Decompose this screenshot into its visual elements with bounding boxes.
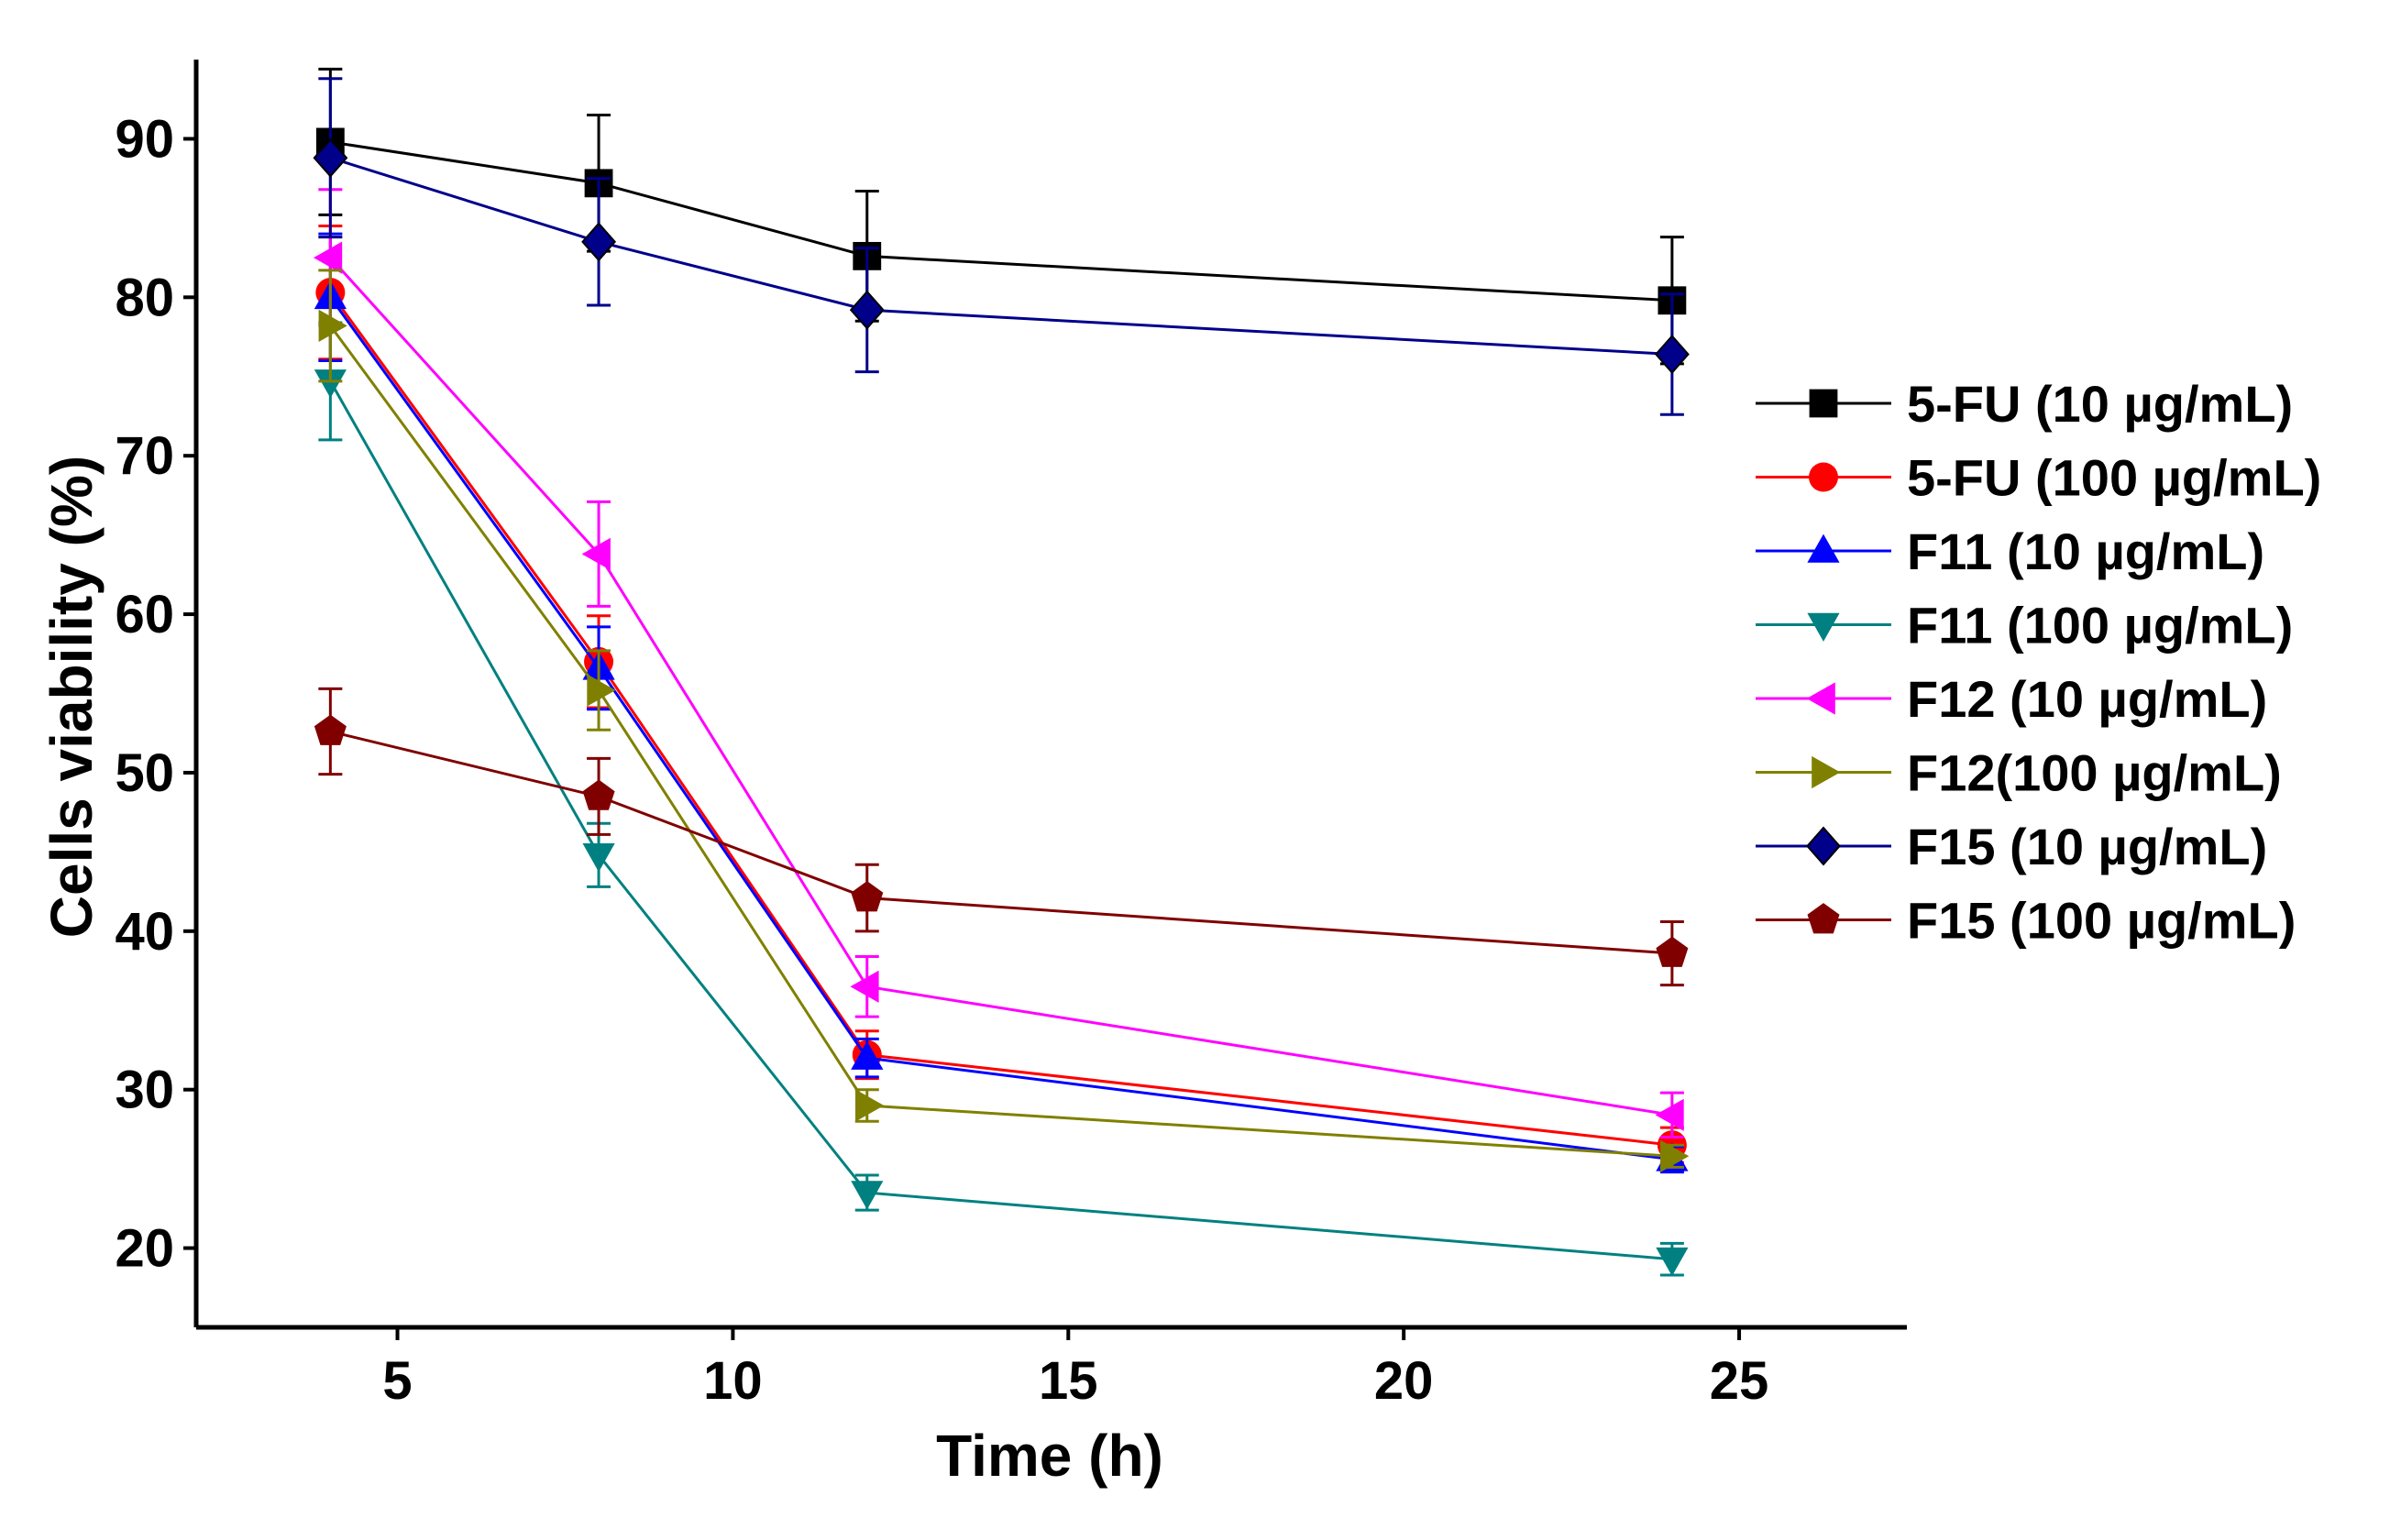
- x-tick-label: 25: [1710, 1351, 1769, 1411]
- legend-label: 5-FU (10 µg/mL): [1907, 375, 2293, 433]
- data-point: [1660, 1139, 1690, 1172]
- data-point: [1656, 936, 1689, 967]
- data-point: [850, 970, 879, 1003]
- legend-label: F11 (10 µg/mL): [1907, 522, 2264, 580]
- legend-label: 5-FU (100 µg/mL): [1907, 449, 2321, 507]
- data-point: [1656, 1247, 1689, 1277]
- y-tick-label: 20: [115, 1219, 174, 1279]
- y-tick-label: 80: [115, 268, 174, 327]
- legend-label: F11 (100 µg/mL): [1907, 597, 2293, 654]
- series-line: [329, 296, 1673, 1161]
- series-line: [329, 292, 1673, 1147]
- data-point: [855, 1089, 885, 1122]
- legend-marker: [1807, 903, 1840, 934]
- series-line: [329, 156, 1672, 356]
- legend-label: F15 (100 µg/mL): [1907, 892, 2296, 950]
- legend-marker: [1807, 612, 1840, 642]
- legend-marker: [1807, 534, 1840, 563]
- series-line: [330, 140, 1672, 302]
- legend-item: F15 (10 µg/mL): [1756, 818, 2267, 875]
- legend-item: 5-FU (10 µg/mL): [1756, 375, 2293, 433]
- data-point: [581, 222, 617, 262]
- legend-label: F12 (10 µg/mL): [1907, 670, 2267, 728]
- y-tick-label: 60: [115, 585, 174, 644]
- data-point: [1654, 334, 1690, 375]
- data-point: [851, 881, 884, 912]
- series-1: [315, 67, 1687, 366]
- data-point: [581, 537, 611, 570]
- y-tick-label: 50: [115, 743, 174, 803]
- x-axis-title: Time (h): [936, 1423, 1163, 1489]
- data-point: [314, 369, 347, 399]
- y-tick-label: 70: [115, 426, 174, 486]
- plot-area: [313, 67, 1690, 1277]
- x-tick-label: 10: [703, 1351, 763, 1411]
- data-point: [314, 241, 343, 274]
- series-6: [318, 269, 1690, 1172]
- series-line: [329, 380, 1673, 1261]
- series-line: [329, 324, 1672, 1158]
- series-8: [314, 687, 1689, 987]
- y-tick-label: 90: [115, 109, 174, 169]
- legend-label: F15 (10 µg/mL): [1907, 818, 2267, 875]
- legend-marker: [1809, 389, 1838, 418]
- data-point: [582, 779, 615, 810]
- legend-item: F12 (10 µg/mL): [1756, 670, 2267, 728]
- series-4: [314, 321, 1689, 1277]
- y-tick-label: 40: [115, 902, 174, 962]
- legend-item: F11 (100 µg/mL): [1756, 597, 2293, 654]
- series-7: [313, 77, 1690, 416]
- data-point: [849, 290, 885, 330]
- data-point: [587, 674, 616, 707]
- axes: Time (h) Cells viability (%) 5 10 15 20 25 20…: [39, 60, 1907, 1489]
- legend-marker: [1806, 826, 1841, 866]
- legend: 5-FU (10 µg/mL) 5-FU (100 µg/mL) F11 (10 µ…: [1756, 375, 2321, 950]
- legend-marker: [1809, 462, 1838, 492]
- data-point: [318, 309, 347, 342]
- legend-item: F15 (100 µg/mL): [1756, 892, 2296, 950]
- legend-label: F12(100 µg/mL): [1907, 744, 2282, 802]
- legend-item: 5-FU (100 µg/mL): [1756, 449, 2321, 507]
- y-tick-label: 30: [115, 1061, 174, 1120]
- series-2: [315, 225, 1687, 1164]
- series-line: [329, 257, 1673, 1116]
- x-tick-label: 15: [1039, 1351, 1098, 1411]
- legend-marker: [1806, 682, 1835, 715]
- x-tick-label: 20: [1374, 1351, 1434, 1411]
- legend-item: F12(100 µg/mL): [1756, 744, 2282, 802]
- x-tick-label: 5: [382, 1351, 412, 1411]
- data-point: [582, 843, 615, 873]
- legend-item: F11 (10 µg/mL): [1756, 522, 2264, 580]
- data-point: [314, 714, 347, 745]
- data-point: [851, 1040, 884, 1070]
- data-point: [851, 1181, 884, 1210]
- data-point: [1655, 1098, 1684, 1131]
- data-point: [313, 138, 348, 178]
- series-3: [314, 232, 1689, 1174]
- y-axis-title: Cells viability (%): [39, 456, 105, 938]
- series-5: [314, 188, 1684, 1139]
- series-line: [330, 730, 1673, 955]
- legend-marker: [1812, 755, 1841, 789]
